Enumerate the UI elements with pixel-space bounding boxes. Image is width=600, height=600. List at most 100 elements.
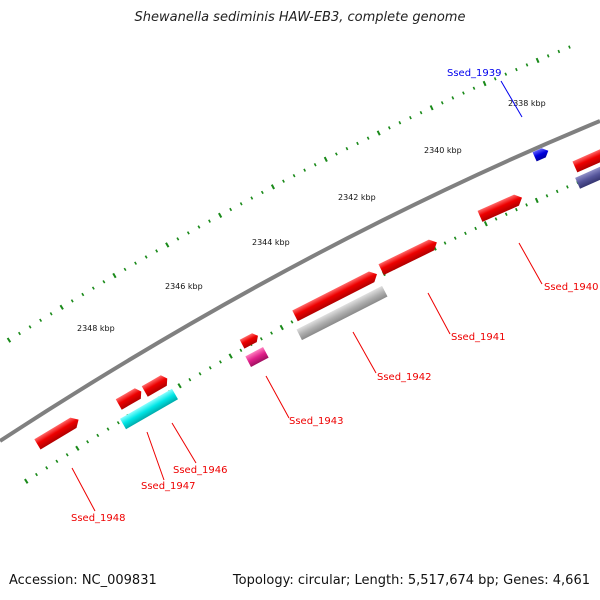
scale-tick <box>535 57 540 64</box>
scale-tick <box>260 190 264 195</box>
gene-label-ssed-1942[interactable]: Ssed_1942 <box>377 372 432 383</box>
gene-label-ssed-1943[interactable]: Ssed_1943 <box>289 416 344 427</box>
scale-tick <box>525 63 529 67</box>
scale-tick <box>208 366 212 370</box>
leader-line-ssed-1941 <box>427 292 451 335</box>
scale-tick <box>303 168 307 172</box>
gene-label-ssed-1948[interactable]: Ssed_1948 <box>71 513 126 524</box>
scale-tick <box>45 466 49 470</box>
scale-tick <box>493 77 497 81</box>
scale-tick <box>534 197 539 204</box>
scale-tick <box>177 383 182 389</box>
gene-arrow-ssed-1946[interactable] <box>141 373 171 397</box>
genome-backbone <box>0 119 600 443</box>
scale-tick <box>176 237 180 241</box>
leader-line-ssed-1948 <box>71 467 96 512</box>
scale-tick <box>239 348 243 352</box>
gene-arrow-ssed-1947[interactable] <box>115 386 145 410</box>
scale-tick <box>376 130 381 136</box>
gene-label-ssed-1939[interactable]: Ssed_1939 <box>447 68 502 79</box>
genome-title: Shewanella sediminis HAW-EB3, complete g… <box>134 10 466 25</box>
scale-tick <box>345 146 349 151</box>
kbp-label: 2344 kbp <box>252 238 290 247</box>
kbp-label: 2340 kbp <box>424 146 462 155</box>
scale-tick <box>398 121 402 125</box>
scale-tick <box>292 174 296 178</box>
scale-tick <box>515 207 518 212</box>
gene-arrow-ssed-1941[interactable] <box>378 237 440 275</box>
scale-tick <box>70 299 74 303</box>
scale-tick <box>525 203 528 207</box>
scale-tick <box>112 272 117 279</box>
gene-arrow-ssed-1940[interactable] <box>477 192 525 222</box>
scale-tick <box>429 105 434 111</box>
scale-tick <box>568 45 571 49</box>
scale-tick <box>59 304 64 310</box>
scale-tick <box>387 126 391 130</box>
scale-tick <box>96 433 100 438</box>
scale-tick <box>504 212 508 216</box>
scale-tick <box>198 372 202 376</box>
scale-labels: 2338 kbp 2340 kbp 2342 kbp 2344 kbp 2346… <box>77 99 546 333</box>
scale-tick <box>219 360 222 364</box>
leader-line-ssed-1939 <box>500 80 523 118</box>
gene-arrow-cyan[interactable] <box>120 388 178 430</box>
scale-tick <box>229 207 233 212</box>
kbp-label: 2338 kbp <box>508 99 546 108</box>
scale-tick <box>155 249 159 253</box>
gene-arrow-ssed-1948[interactable] <box>34 414 81 450</box>
kbp-label: 2342 kbp <box>338 193 376 202</box>
scale-tick <box>472 86 476 90</box>
scale-tick <box>290 320 294 324</box>
scale-tick <box>186 231 190 235</box>
scale-tick <box>123 267 127 272</box>
scale-tick <box>555 189 559 194</box>
scale-tick <box>197 225 201 229</box>
scale-tick <box>419 110 423 115</box>
scale-tick <box>366 136 370 140</box>
scale-tick <box>494 217 498 221</box>
scale-tick <box>144 255 148 259</box>
topology-text: Topology: circular; Length: 5,517,674 bp… <box>232 573 590 588</box>
scale-tick <box>6 337 12 343</box>
scale-tick <box>483 220 488 227</box>
leader-lines <box>71 80 543 512</box>
scale-tick <box>566 185 569 189</box>
gene-arrow-ssed-1943[interactable] <box>239 331 261 349</box>
gene-label-ssed-1947[interactable]: Ssed_1947 <box>141 481 196 492</box>
scale-tick <box>102 280 106 284</box>
scale-tick <box>259 337 263 341</box>
scale-tick <box>39 318 43 323</box>
scale-tick <box>75 445 80 451</box>
scale-tick <box>208 219 211 223</box>
scale-tick <box>545 194 549 198</box>
scale-tick <box>474 226 478 231</box>
gene-label-ssed-1940[interactable]: Ssed_1940 <box>544 282 599 293</box>
gene-arrow-edge-red[interactable] <box>572 144 600 173</box>
scale-tick <box>557 49 561 54</box>
scale-tick <box>546 54 550 58</box>
scale-tick <box>134 261 137 265</box>
scale-tick <box>334 152 338 156</box>
scale-tick <box>35 472 38 477</box>
gene-arrow-gray[interactable] <box>296 285 388 341</box>
leader-line-ssed-1943 <box>265 375 290 419</box>
scale-tick <box>18 331 21 336</box>
scale-tick <box>49 312 53 316</box>
kbp-label: 2346 kbp <box>165 282 203 291</box>
gene-arrow-edge-purple[interactable] <box>575 162 600 189</box>
scale-tick <box>282 179 285 183</box>
scale-tick <box>440 101 444 105</box>
leader-line-ssed-1946 <box>171 422 197 464</box>
gene-arrow-ssed-1942[interactable] <box>292 269 379 322</box>
scale-tick <box>250 196 254 200</box>
gene-label-ssed-1946[interactable]: Ssed_1946 <box>173 465 228 476</box>
gene-arrow-ssed-1939[interactable] <box>532 146 551 162</box>
scale-tick <box>106 427 110 431</box>
scale-tick <box>270 331 273 335</box>
scale-tick <box>464 231 467 236</box>
gene-arrow-magenta[interactable] <box>245 347 269 367</box>
scale-tick <box>482 80 487 87</box>
scale-tick <box>91 286 95 290</box>
gene-label-ssed-1941[interactable]: Ssed_1941 <box>451 332 506 343</box>
